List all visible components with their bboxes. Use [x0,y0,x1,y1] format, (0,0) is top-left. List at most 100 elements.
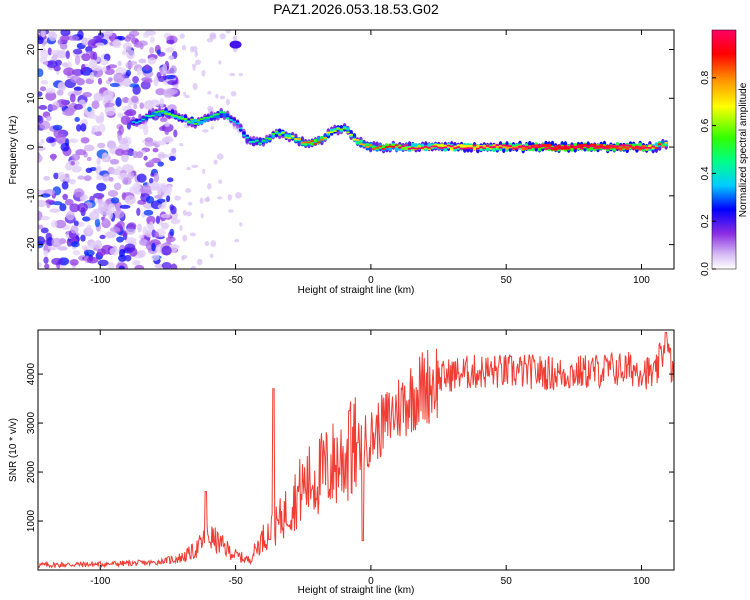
ridge-cell [550,147,555,149]
noise-blob [72,249,81,256]
ridge-cell [157,110,162,113]
noise-blob [210,126,215,130]
ridge-cell [164,112,168,115]
ridge-cell [472,146,477,151]
ridge-cell [147,115,152,118]
noise-blob [70,241,80,248]
noise-blob [179,224,183,231]
noise-blob [73,220,79,227]
noise-blob [218,60,222,65]
noise-blob [56,89,64,96]
ridge-cell [167,113,172,116]
noise-blob [230,90,237,97]
noise-blob [165,47,175,53]
ridge-cell [203,116,207,119]
ridge-cell [196,119,201,122]
noise-blob [138,238,148,246]
ridge-cell [654,147,659,149]
noise-blob [183,91,187,96]
noise-blob [102,89,114,100]
noise-blob [173,84,179,89]
ridge-cell [385,143,389,147]
spectrogram-y-label: Frequency (Hz) [8,116,19,185]
noise-blob [144,64,151,71]
ridge-cell [222,111,227,114]
snr-marks [38,331,674,569]
ridge-cell [469,147,474,150]
noise-blob [97,259,109,267]
ridge-cell [258,142,262,145]
ridge-cell [404,144,409,147]
noise-blob [40,227,49,234]
noise-blob [124,194,136,205]
ridge-cell [157,112,162,117]
ridge-cell [635,145,639,148]
ridge-cell [547,147,552,150]
ridge-cell [648,147,652,149]
ridge-cell [430,145,435,148]
ridge-cell [622,144,626,147]
ridge-cell [641,147,646,150]
ridge-cell [209,115,214,118]
ridge-cell [365,143,370,147]
ridge-cell [177,115,181,118]
ridge-cell [316,141,321,144]
noise-blob [82,91,92,98]
noise-blob [122,42,133,51]
noise-blob [196,258,203,266]
ridge-cell [138,120,142,123]
noise-blob [159,117,168,123]
ridge-cell [300,141,305,144]
ridge-cell [472,144,477,147]
ridge-cell [433,145,438,148]
ridge-cell [219,111,224,114]
noise-blob [164,121,171,127]
ridge-cell [437,143,441,148]
noise-blob [69,203,80,213]
ridge-cell [271,134,275,138]
ridge-cell [596,145,600,148]
colorbar-ticks: 0.0 0.2 0.4 0.6 0.8 [700,70,716,276]
noise-blob [87,39,99,49]
noise-blob [124,243,136,252]
x-tick-label: -100 [90,576,110,587]
noise-blob [153,76,159,87]
noise-blob [206,37,214,43]
ridge-cell [359,143,363,145]
ridge-cell [534,146,539,149]
ridge-cell [576,145,581,147]
ridge-cell [303,141,308,144]
noise-blob [131,95,139,103]
noise-blob [153,172,160,183]
noise-blob [62,193,68,201]
noise-blob [40,215,50,221]
noise-blob [38,236,45,245]
noise-blob [151,242,156,252]
noise-blob [99,234,106,240]
ridge-cell [144,114,149,117]
noise-blob [137,223,143,233]
ridge-cell [482,147,487,150]
y-tick-label: -10 [26,188,37,203]
x-tick-label: -50 [228,275,243,286]
noise-blob [51,220,58,228]
noise-blob [87,113,98,120]
noise-blob [38,36,44,45]
noise-blob [98,201,108,212]
ridge-cell [407,147,412,150]
noise-blob [165,69,173,75]
noise-blob [209,253,214,259]
noise-blob [168,55,175,60]
noise-blob [38,91,43,97]
noise-blob [238,72,243,77]
noise-blob [72,48,83,55]
noise-blob [143,155,148,161]
noise-blob [85,224,93,235]
noise-blob [81,53,91,62]
ridge-cell [190,120,194,124]
ridge-cell [648,144,652,148]
noise-blob [199,197,204,204]
ridge-cell [381,148,386,150]
noise-blob [139,184,152,194]
